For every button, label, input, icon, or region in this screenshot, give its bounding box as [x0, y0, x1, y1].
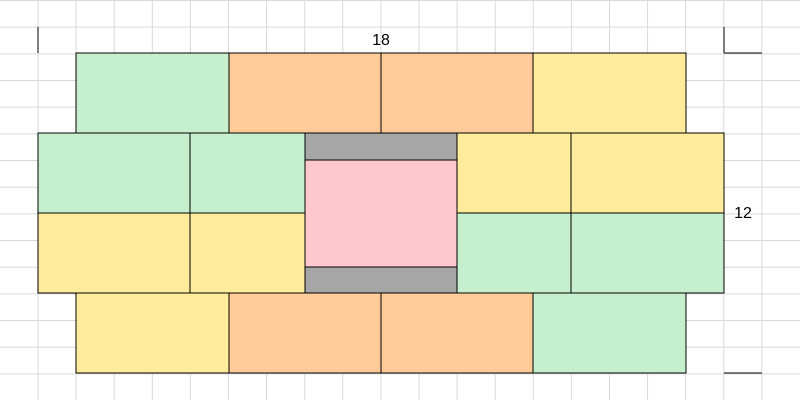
block — [304, 132, 458, 161]
block — [75, 292, 230, 374]
block — [304, 159, 458, 268]
block — [570, 212, 725, 294]
block — [532, 52, 687, 134]
block — [37, 132, 191, 214]
blocks — [37, 52, 725, 374]
height-label: 12 — [734, 205, 752, 222]
block — [380, 292, 534, 374]
block — [304, 266, 458, 294]
block — [37, 212, 191, 294]
block — [456, 132, 572, 214]
block — [228, 292, 382, 374]
width-label: 18 — [372, 32, 390, 49]
block — [456, 212, 572, 294]
block — [570, 132, 725, 214]
block — [380, 52, 534, 134]
block — [228, 52, 382, 134]
block — [189, 212, 306, 294]
block — [75, 52, 230, 134]
dimension-lines — [37, 27, 762, 374]
block — [532, 292, 687, 374]
block — [189, 132, 306, 214]
